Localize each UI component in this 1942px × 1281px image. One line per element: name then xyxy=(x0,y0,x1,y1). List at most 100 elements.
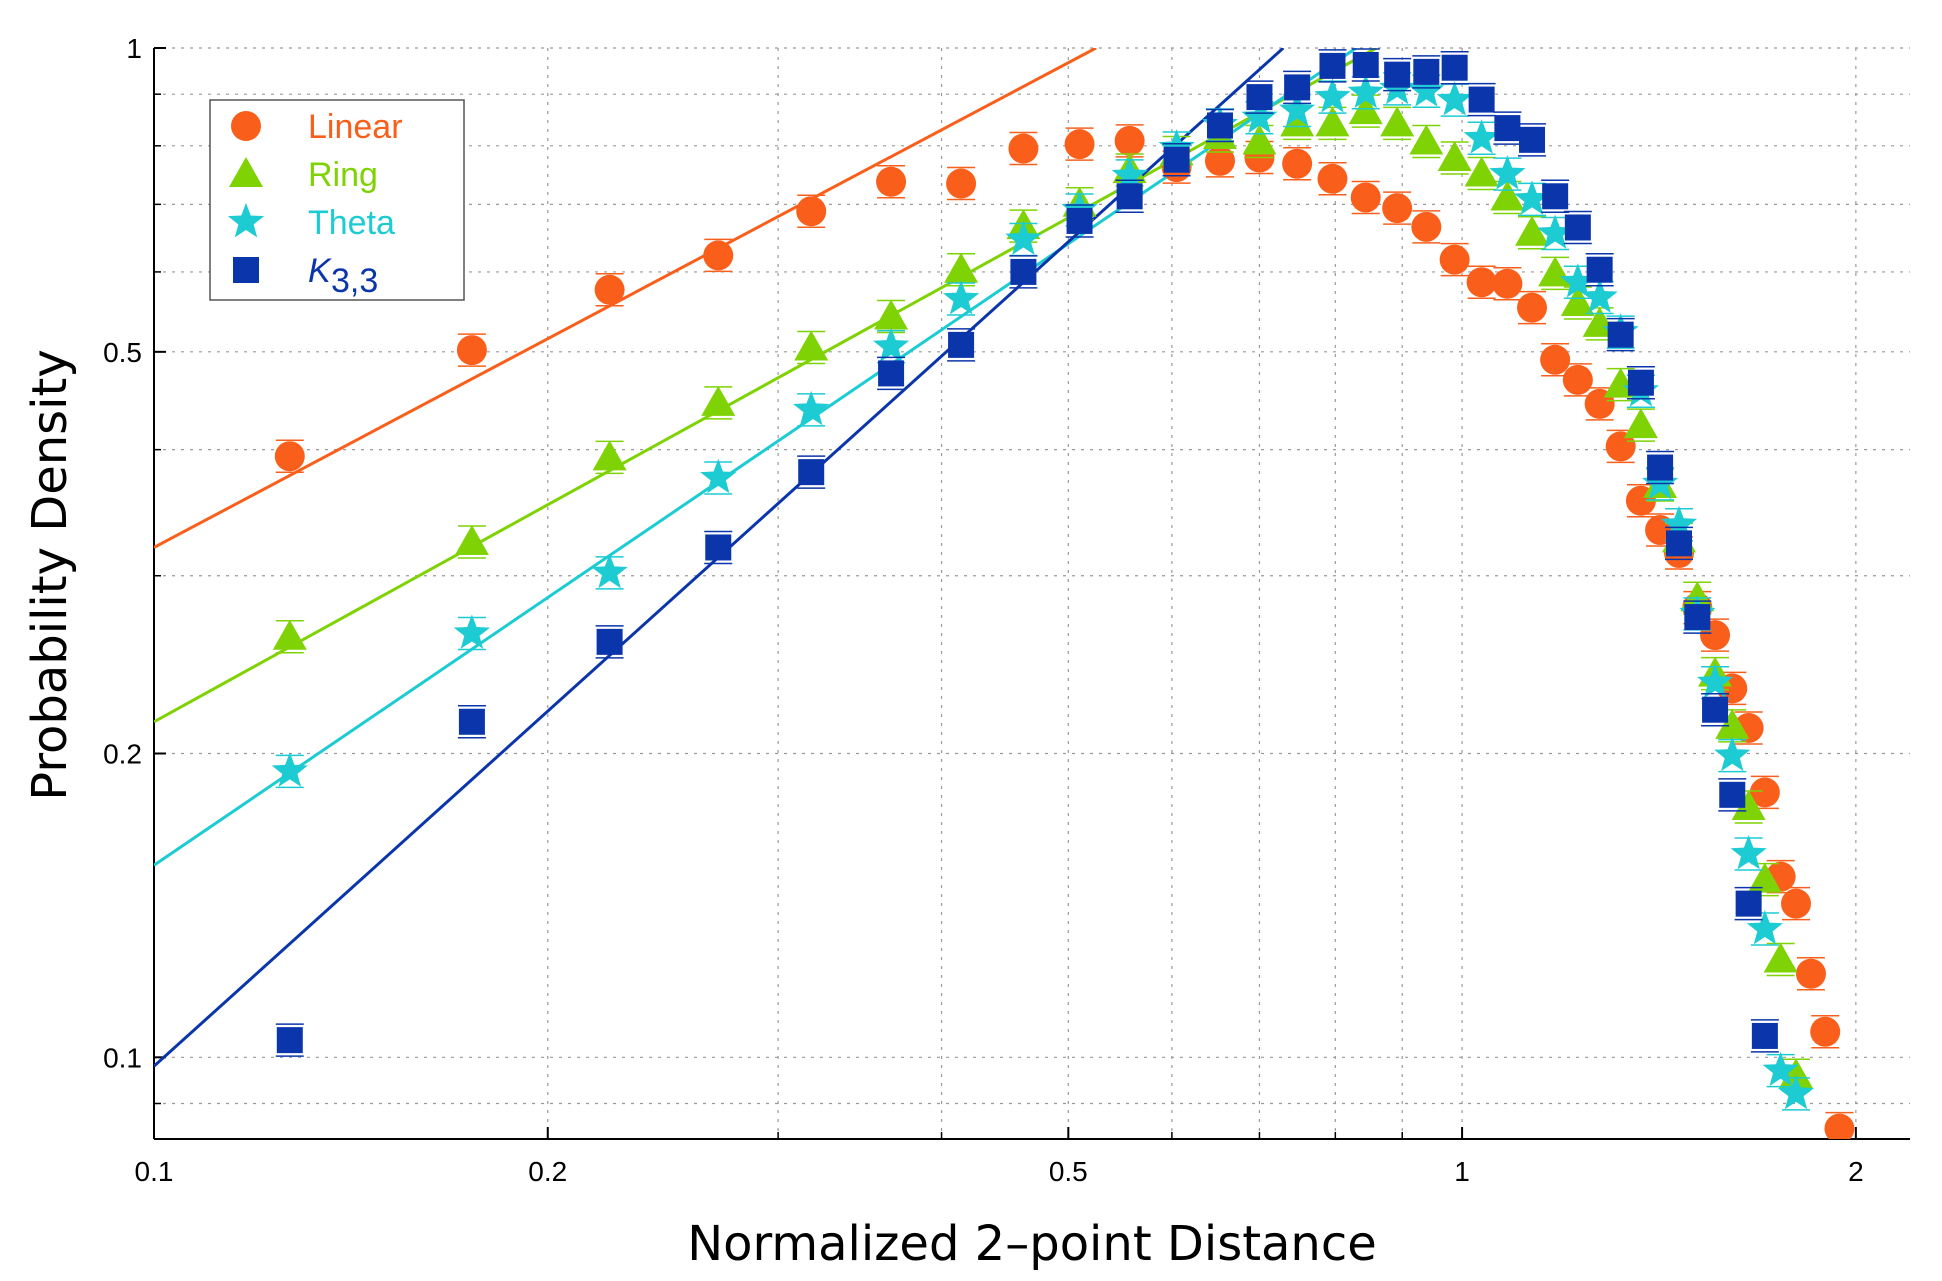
y-ticks: 0.1 0.2 0.5 1 xyxy=(103,33,166,1105)
y-tick-label: 0.2 xyxy=(103,738,142,769)
point-circle xyxy=(1749,777,1780,808)
data-points xyxy=(271,48,1855,1139)
point-triangle xyxy=(1763,942,1798,973)
legend-label-circle: Linear xyxy=(308,108,403,146)
point-square xyxy=(276,1027,303,1054)
point-circle xyxy=(1204,145,1235,176)
point-triangle xyxy=(1409,124,1444,155)
point-circle xyxy=(1466,267,1497,298)
point-triangle xyxy=(592,440,627,471)
point-star xyxy=(1463,119,1500,154)
point-circle xyxy=(1795,958,1826,989)
point-square xyxy=(596,628,623,655)
point-star xyxy=(1513,180,1551,215)
axes xyxy=(153,48,1910,1140)
fit-line-circle xyxy=(154,48,1097,549)
point-star xyxy=(1436,81,1473,116)
point-square xyxy=(1284,74,1311,101)
x-axis-label: Normalized 2–point Distance xyxy=(687,1216,1377,1272)
point-star xyxy=(1158,129,1195,164)
point-triangle xyxy=(1464,156,1499,187)
point-star xyxy=(591,553,628,589)
point-star xyxy=(1581,278,1618,313)
point-triangle xyxy=(1715,708,1750,739)
point-square xyxy=(798,459,825,486)
point-circle xyxy=(1439,244,1470,275)
point-square xyxy=(1607,321,1634,348)
point-star xyxy=(873,327,910,362)
point-star xyxy=(1777,1074,1815,1110)
point-square xyxy=(878,360,905,387)
point-circle xyxy=(1411,211,1442,242)
x-ticks: 0.1 0.2 0.5 1 2 xyxy=(135,1127,1864,1187)
point-square xyxy=(1163,146,1190,173)
point-square xyxy=(1010,258,1037,285)
point-star xyxy=(1241,98,1278,134)
point-square xyxy=(1352,51,1379,78)
point-triangle xyxy=(874,299,909,330)
point-square xyxy=(1066,207,1093,234)
point-circle xyxy=(946,168,977,199)
point-triangle xyxy=(794,330,829,361)
point-square xyxy=(1413,58,1440,85)
point-square xyxy=(948,331,975,358)
legend-marker-square xyxy=(233,257,259,283)
legend-marker-triangle xyxy=(229,157,263,187)
point-circle xyxy=(1781,888,1812,919)
point-triangle xyxy=(1623,408,1658,439)
point-star xyxy=(943,280,980,315)
point-star xyxy=(1642,464,1679,500)
legend-marker-star xyxy=(227,203,265,238)
point-circle xyxy=(796,196,827,227)
point-square xyxy=(1719,781,1746,808)
point-circle xyxy=(274,441,305,472)
point-circle xyxy=(1317,163,1348,194)
point-square xyxy=(1468,86,1495,113)
y-tick-label: 0.1 xyxy=(103,1042,142,1073)
point-star xyxy=(271,752,308,787)
x-tick-label: 1 xyxy=(1454,1156,1470,1187)
point-star xyxy=(1005,220,1042,255)
point-circle xyxy=(1810,1016,1841,1047)
point-triangle xyxy=(1731,790,1766,821)
point-star xyxy=(1714,736,1751,772)
point-circle xyxy=(1282,148,1313,179)
point-square xyxy=(458,708,485,735)
point-star xyxy=(1279,91,1316,126)
point-triangle xyxy=(1242,124,1277,155)
x-tick-label: 0.1 xyxy=(135,1156,174,1187)
point-triangle xyxy=(1380,106,1415,137)
legend-label-subscript: 3,3 xyxy=(331,262,378,300)
y-tick-label: 0.5 xyxy=(103,337,142,368)
point-triangle xyxy=(272,619,307,650)
point-circle xyxy=(456,335,487,366)
point-triangle xyxy=(1515,215,1550,246)
point-star xyxy=(1314,78,1351,113)
point-star xyxy=(1730,835,1767,870)
point-square xyxy=(1441,54,1468,81)
y-tick-label: 1 xyxy=(126,33,142,64)
x-tick-label: 0.2 xyxy=(528,1156,567,1187)
y-axis-label: Probability Density xyxy=(22,349,78,800)
fit-line-star xyxy=(154,48,1358,867)
legend-label-square: K xyxy=(308,252,332,290)
point-triangle xyxy=(1315,106,1350,137)
point-circle xyxy=(1492,268,1523,299)
legend-label-triangle: Ring xyxy=(308,156,378,194)
point-square xyxy=(1684,604,1711,631)
point-circle xyxy=(594,274,625,305)
point-triangle xyxy=(1747,862,1782,893)
point-square xyxy=(1647,454,1674,481)
x-tick-label: 0.5 xyxy=(1049,1156,1088,1187)
point-square xyxy=(1751,1022,1778,1049)
point-square xyxy=(1666,530,1693,557)
point-star xyxy=(1762,1051,1799,1086)
point-star xyxy=(1660,505,1698,541)
point-square xyxy=(1384,61,1411,88)
point-square xyxy=(705,534,732,561)
point-square xyxy=(1627,369,1654,396)
point-circle xyxy=(703,240,734,271)
point-square xyxy=(1116,183,1143,210)
point-triangle xyxy=(454,525,489,556)
